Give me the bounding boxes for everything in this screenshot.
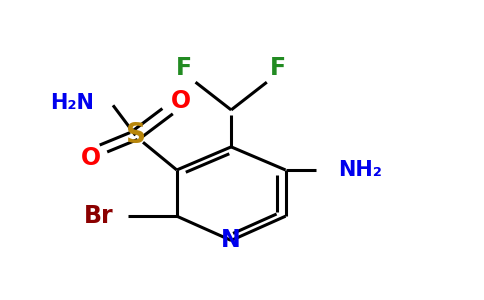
Text: N: N [221, 228, 241, 252]
Text: F: F [176, 56, 192, 80]
Text: Br: Br [83, 204, 113, 228]
Text: H₂N: H₂N [50, 93, 94, 113]
Text: O: O [170, 89, 191, 113]
Text: F: F [270, 56, 286, 80]
Text: S: S [125, 121, 146, 149]
Text: O: O [80, 146, 101, 170]
Text: NH₂: NH₂ [338, 160, 382, 180]
